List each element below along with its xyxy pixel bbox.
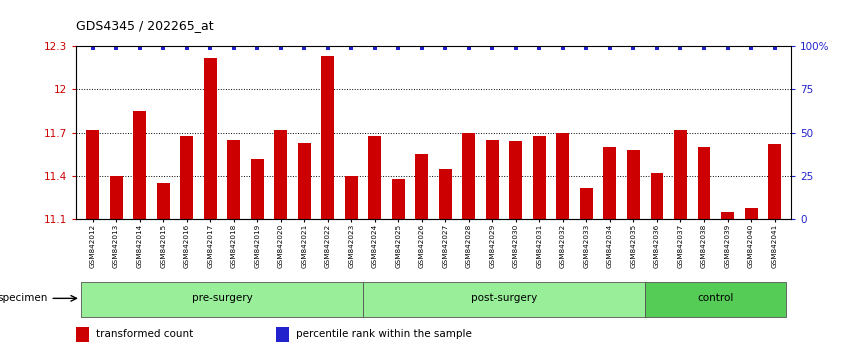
Bar	[368, 136, 382, 219]
Bar	[533, 136, 546, 219]
Bar	[274, 130, 287, 219]
Bar	[76, 326, 89, 343]
Point	[509, 45, 523, 51]
Point	[85, 45, 99, 51]
Text: control: control	[698, 293, 734, 303]
Bar	[250, 159, 264, 219]
Bar	[486, 140, 499, 219]
Point	[533, 45, 547, 51]
Text: specimen: specimen	[0, 293, 48, 303]
Text: percentile rank within the sample: percentile rank within the sample	[296, 329, 472, 339]
Bar	[463, 133, 475, 219]
Bar	[674, 130, 687, 219]
Point	[392, 45, 405, 51]
Point	[250, 45, 264, 51]
Bar	[392, 179, 404, 219]
Bar	[651, 173, 663, 219]
Bar	[557, 133, 569, 219]
Bar	[276, 326, 288, 343]
Point	[203, 45, 217, 51]
Bar	[627, 150, 640, 219]
Point	[697, 45, 711, 51]
Bar	[645, 282, 786, 316]
Point	[673, 45, 687, 51]
Bar	[110, 176, 123, 219]
Point	[768, 45, 782, 51]
Bar	[86, 130, 99, 219]
Bar	[298, 143, 310, 219]
Point	[368, 45, 382, 51]
Bar	[439, 169, 452, 219]
Point	[133, 45, 146, 51]
Bar	[721, 212, 734, 219]
Point	[298, 45, 311, 51]
Bar	[204, 58, 217, 219]
Bar	[580, 188, 593, 219]
Point	[580, 45, 593, 51]
Point	[109, 45, 123, 51]
Bar	[363, 282, 645, 316]
Bar	[228, 140, 240, 219]
Text: pre-surgery: pre-surgery	[191, 293, 252, 303]
Point	[603, 45, 617, 51]
Bar	[603, 147, 617, 219]
Point	[180, 45, 194, 51]
Bar	[744, 208, 757, 219]
Point	[462, 45, 475, 51]
Point	[415, 45, 429, 51]
Text: transformed count: transformed count	[96, 329, 194, 339]
Point	[344, 45, 358, 51]
Bar	[157, 183, 169, 219]
Point	[157, 45, 170, 51]
Text: GDS4345 / 202265_at: GDS4345 / 202265_at	[76, 19, 214, 32]
Point	[627, 45, 640, 51]
Bar	[509, 141, 522, 219]
Point	[721, 45, 734, 51]
Bar	[321, 56, 334, 219]
Point	[321, 45, 334, 51]
Bar	[345, 176, 358, 219]
Point	[227, 45, 240, 51]
Bar	[415, 154, 428, 219]
Bar	[698, 147, 711, 219]
Point	[651, 45, 664, 51]
Bar	[133, 111, 146, 219]
Point	[274, 45, 288, 51]
Bar	[81, 282, 363, 316]
Bar	[768, 144, 781, 219]
Point	[744, 45, 758, 51]
Bar	[180, 136, 193, 219]
Point	[486, 45, 499, 51]
Point	[556, 45, 569, 51]
Point	[438, 45, 452, 51]
Text: post-surgery: post-surgery	[471, 293, 537, 303]
